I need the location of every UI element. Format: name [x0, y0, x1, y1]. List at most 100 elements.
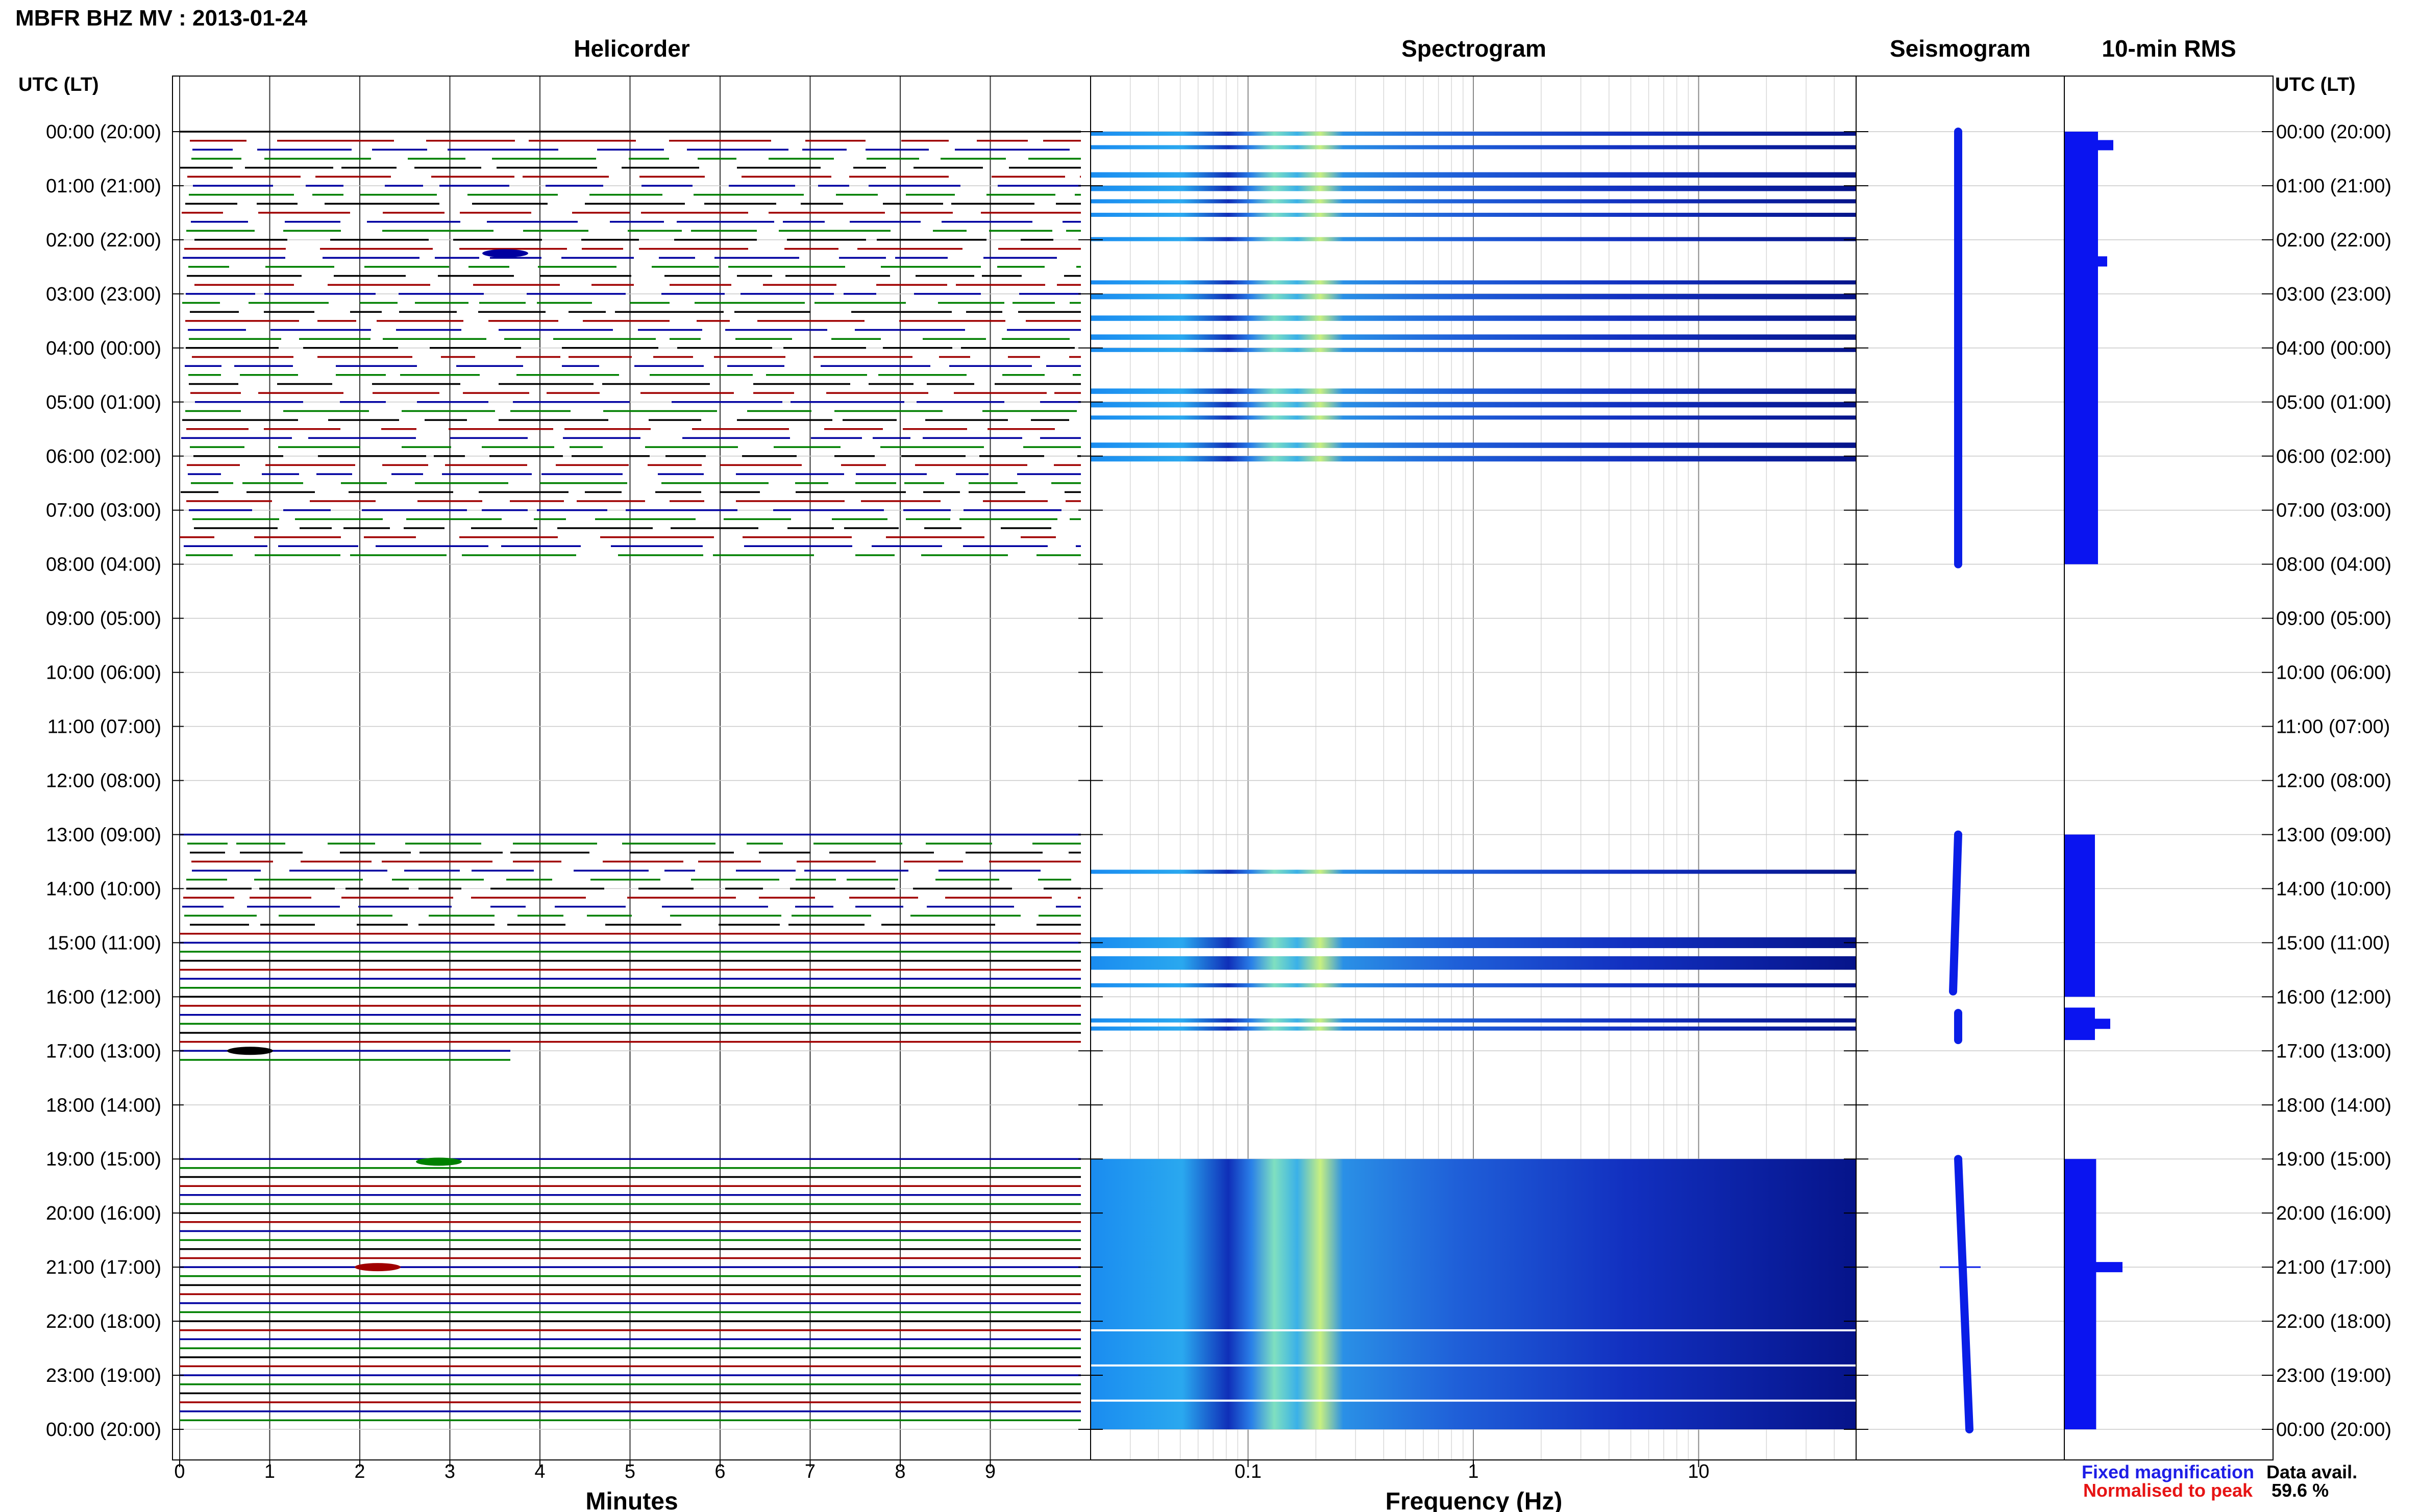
spectrogram-band — [1091, 456, 1856, 462]
time-label-right: 11:00 (07:00) — [2276, 716, 2390, 738]
time-label-right: 10:00 (06:00) — [2276, 662, 2391, 684]
frequency-tick-label: 10 — [1688, 1461, 1709, 1482]
legend-normalised-to-peak: Normalised to peak — [2083, 1480, 2253, 1501]
rms-bars — [2064, 132, 2122, 1429]
spectrogram-band — [1091, 870, 1856, 874]
rms-spike — [2064, 1019, 2110, 1029]
time-label-right: 00:00 (20:00) — [2276, 1419, 2391, 1441]
time-label-left: 05:00 (01:00) — [46, 392, 161, 413]
minute-tick-label: 0 — [174, 1461, 185, 1482]
time-label-right: 13:00 (09:00) — [2276, 824, 2391, 846]
time-label-left: 09:00 (05:00) — [46, 608, 161, 630]
time-label-right: 14:00 (10:00) — [2276, 878, 2391, 900]
spectrogram-band — [1091, 145, 1856, 150]
spectrogram-title: Spectrogram — [1401, 35, 1546, 62]
time-label-left: 19:00 (15:00) — [46, 1149, 161, 1170]
minute-tick-label: 5 — [625, 1461, 635, 1482]
time-label-right: 02:00 (22:00) — [2276, 230, 2391, 251]
spectrogram-band — [1091, 402, 1856, 408]
spectrogram-band — [1091, 212, 1856, 217]
spectrogram-band — [1091, 237, 1856, 241]
data-avail-label: Data avail. — [2266, 1461, 2357, 1482]
panel-frame-rms — [2064, 76, 2274, 1460]
time-label-right: 00:00 (20:00) — [2276, 121, 2391, 143]
time-label-left: 20:00 (16:00) — [46, 1203, 161, 1224]
helicorder-event — [355, 1263, 401, 1272]
helicorder-event — [416, 1157, 462, 1166]
time-label-left: 02:00 (22:00) — [46, 230, 161, 251]
rms-spike — [2064, 256, 2107, 267]
minute-tick-label: 9 — [985, 1461, 996, 1482]
minute-tick-label: 4 — [534, 1461, 545, 1482]
rms-bar — [2064, 834, 2095, 997]
spectrogram-band — [1091, 1026, 1856, 1031]
minute-tick-label: 7 — [805, 1461, 816, 1482]
spectrogram-band — [1091, 442, 1856, 448]
time-label-right: 05:00 (01:00) — [2276, 392, 2391, 413]
seismogram-trace — [1940, 128, 1981, 1433]
spectrogram-band — [1091, 1018, 1856, 1023]
minute-tick-label: 1 — [264, 1461, 275, 1482]
spectrogram-band — [1091, 293, 1856, 300]
time-labels: 00:00 (20:00) 00:00 (20:00) 01:00 (21:00) 0… — [46, 121, 2391, 1482]
time-label-right: 22:00 (18:00) — [2276, 1311, 2391, 1332]
spectrogram-band — [1091, 315, 1856, 321]
time-label-right: 18:00 (14:00) — [2276, 1095, 2391, 1116]
rms-spike — [2064, 140, 2113, 151]
spectrogram-gap — [1091, 1329, 1856, 1331]
seismogram-title: Seismogram — [1890, 35, 2031, 62]
time-label-left: 03:00 (23:00) — [46, 284, 161, 305]
x-axis-label-minutes: Minutes — [585, 1488, 678, 1512]
spectrogram-band — [1091, 280, 1856, 285]
frequency-tick-label: 0.1 — [1235, 1461, 1262, 1482]
spectrogram-gap — [1091, 1364, 1856, 1367]
time-label-right: 17:00 (13:00) — [2276, 1040, 2391, 1062]
time-label-right: 23:00 (19:00) — [2276, 1365, 2391, 1386]
time-label-right: 16:00 (12:00) — [2276, 986, 2391, 1008]
frequency-tick-label: 1 — [1468, 1461, 1478, 1482]
spectrogram-band — [1091, 334, 1856, 340]
time-label-right: 01:00 (21:00) — [2276, 176, 2391, 197]
time-label-right: 20:00 (16:00) — [2276, 1203, 2391, 1224]
time-label-left: 01:00 (21:00) — [46, 176, 161, 197]
spectrogram-band — [1091, 388, 1856, 394]
seismogram-segment — [1954, 1155, 1973, 1433]
time-label-right: 08:00 (04:00) — [2276, 554, 2391, 576]
time-label-left: 15:00 (11:00) — [47, 932, 161, 954]
utc-label-right: UTC (LT) — [2275, 74, 2356, 95]
utc-label-left: UTC (LT) — [18, 74, 99, 95]
time-label-left: 11:00 (07:00) — [47, 716, 161, 738]
spectrogram-band — [1091, 172, 1856, 178]
time-label-left: 22:00 (18:00) — [46, 1311, 161, 1332]
time-label-left: 13:00 (09:00) — [46, 824, 161, 846]
time-label-left: 10:00 (06:00) — [46, 662, 161, 684]
panel-frame-heli — [172, 76, 1091, 1460]
time-label-right: 03:00 (23:00) — [2276, 284, 2391, 305]
time-label-right: 19:00 (15:00) — [2276, 1149, 2391, 1170]
rms-bar — [2064, 1159, 2096, 1429]
time-label-right: 21:00 (17:00) — [2276, 1257, 2391, 1278]
time-label-left: 21:00 (17:00) — [46, 1257, 161, 1278]
x-axis-label-frequency: Frequency (Hz) — [1386, 1488, 1563, 1512]
time-label-left: 04:00 (00:00) — [46, 338, 161, 359]
spectrogram-gap — [1091, 1399, 1856, 1402]
spectrogram-band — [1091, 983, 1856, 987]
time-label-left: 06:00 (02:00) — [46, 446, 161, 467]
seismogram-segment — [1949, 830, 1962, 996]
helicorder-event — [482, 249, 528, 258]
minute-tick-label: 2 — [354, 1461, 365, 1482]
rms-title: 10-min RMS — [2102, 35, 2236, 62]
helicorder-event — [227, 1047, 273, 1055]
time-label-right: 09:00 (05:00) — [2276, 608, 2391, 630]
minute-tick-label: 8 — [895, 1461, 905, 1482]
spectrogram-band — [1091, 1159, 1856, 1429]
rms-bar — [2064, 132, 2098, 564]
helicorder-traces — [180, 131, 1081, 1422]
time-label-left: 00:00 (20:00) — [46, 121, 161, 143]
spectrogram-band — [1091, 185, 1856, 191]
minute-tick-label: 6 — [714, 1461, 725, 1482]
spectrogram-band — [1091, 199, 1856, 204]
time-label-left: 07:00 (03:00) — [46, 500, 161, 522]
plot-title: MBFR BHZ MV : 2013-01-24 — [15, 6, 308, 31]
helicorder-title: Helicorder — [574, 35, 690, 62]
